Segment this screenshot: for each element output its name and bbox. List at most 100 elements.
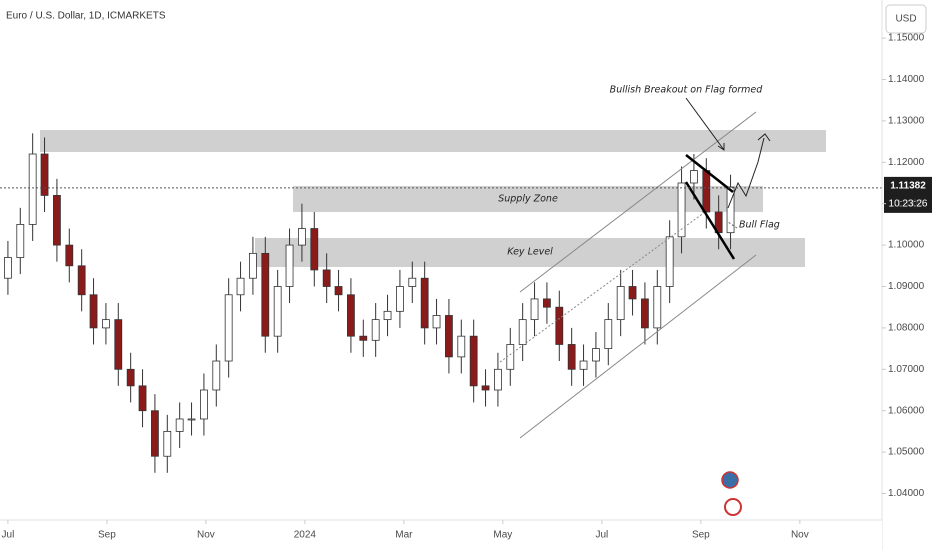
candle-body: [726, 186, 735, 234]
annotation: Bull Flag: [739, 220, 780, 231]
x-tick-label: 2024: [294, 530, 317, 541]
currency[interactable]: USD: [895, 14, 916, 25]
candle-body: [310, 228, 319, 271]
candle-body: [175, 418, 184, 432]
candle-body: [126, 368, 135, 387]
x-tick-label: Sep: [692, 530, 710, 541]
candle-body: [4, 257, 12, 279]
event-icon: [724, 498, 742, 516]
candle-body: [677, 182, 686, 238]
candle-body: [322, 269, 331, 287]
projection-path: [727, 133, 771, 209]
candle-body: [16, 223, 25, 258]
candle-body: [261, 252, 270, 337]
currency-button[interactable]: [885, 4, 927, 34]
candle-body: [592, 348, 600, 362]
annotation: Bullish Breakout on Flag formed: [610, 85, 764, 96]
candle-body: [481, 385, 490, 391]
candle-body: [347, 294, 355, 337]
candle-body: [543, 298, 551, 308]
channel-upper: [519, 111, 757, 293]
candle-body: [665, 236, 674, 287]
candle-body: [249, 252, 257, 279]
resistance-zone: [40, 130, 826, 152]
x-tick-label: Jul: [595, 530, 608, 541]
x-tick-label: Nov: [197, 530, 215, 541]
candle-body: [40, 153, 49, 196]
flag-upper: [685, 154, 734, 193]
y-tick-label: 1.13000: [888, 116, 925, 127]
candles: [4, 133, 735, 473]
y-tick-label: 1.12000: [888, 157, 925, 168]
candle-body: [102, 319, 110, 329]
y-tick-label: 1.11000: [888, 198, 924, 209]
candle-body: [65, 244, 74, 267]
price-axis: [882, 0, 932, 550]
x-tick-label: Nov: [791, 530, 809, 541]
candle-body: [604, 319, 613, 349]
y-tick-label: 1.06000: [888, 405, 925, 416]
candle-body: [224, 294, 233, 362]
candle-body: [212, 360, 221, 391]
candle-body: [628, 286, 637, 300]
candle-body: [432, 315, 441, 329]
candle-body: [469, 335, 478, 387]
price-tag: [884, 176, 932, 213]
candle-body: [89, 294, 98, 329]
candle-body: [616, 286, 625, 321]
candle-body: [285, 244, 294, 287]
candle-body: [53, 195, 61, 246]
candle-body: [653, 286, 662, 329]
candle-body: [371, 319, 380, 341]
y-tick-label: 1.10000: [888, 240, 925, 251]
candle-body: [555, 306, 564, 345]
x-tick-label: May: [493, 530, 512, 541]
y-tick-label: 1.14000: [888, 74, 925, 85]
candle-body: [273, 286, 282, 337]
candle-body: [567, 344, 576, 370]
y-tick-label: 1.15000: [888, 33, 925, 44]
candle-body: [187, 418, 196, 421]
x-tick-label: Sep: [98, 530, 116, 541]
candle-body: [77, 265, 86, 296]
candle-body: [359, 335, 368, 341]
x-tick-label: Jul: [2, 530, 15, 541]
price-tag-label: 1.11382: [890, 181, 926, 192]
channel-mid: [499, 211, 706, 363]
candle-body: [690, 170, 698, 184]
candle-body: [494, 368, 502, 391]
annotation: Key Level: [507, 247, 553, 258]
candle-body: [518, 319, 527, 345]
candle-body: [298, 228, 306, 246]
candle-body: [334, 286, 343, 296]
y-tick-label: 1.08000: [888, 323, 925, 334]
candle-body: [457, 335, 466, 358]
y-tick-label: 1.05000: [888, 447, 925, 458]
y-tick-label: 1.04000: [888, 488, 925, 499]
breakout-arrow: [685, 97, 725, 151]
candle-body: [408, 277, 417, 287]
y-tick-label: 1.07000: [888, 364, 925, 375]
candle-body: [530, 298, 539, 321]
candle-body: [114, 319, 123, 370]
candle-body: [420, 277, 429, 329]
candle-body: [702, 170, 711, 213]
annotation: Supply Zone: [498, 194, 558, 205]
candle-body: [445, 315, 453, 358]
flag-lower: [684, 181, 736, 260]
countdown: 10:23:26: [889, 199, 928, 210]
key-level-zone: [255, 238, 805, 267]
x-tick-label: Mar: [395, 530, 413, 541]
flag-pointer: [727, 221, 738, 229]
channel-lower: [519, 254, 757, 439]
candle-body: [151, 410, 159, 457]
candle-body: [138, 385, 147, 412]
candle-body: [163, 431, 172, 457]
candle-body: [200, 389, 208, 420]
candle-body: [236, 277, 245, 296]
candle-body: [383, 310, 392, 321]
candle-body: [641, 298, 649, 329]
candle-body: [579, 360, 588, 370]
